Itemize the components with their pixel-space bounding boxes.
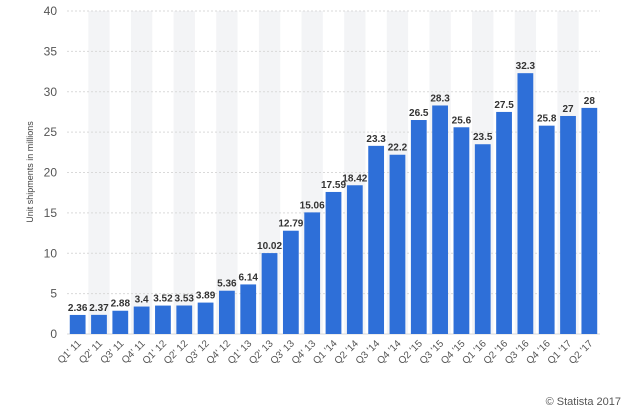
data-label: 22.2 (388, 143, 408, 154)
bar (432, 105, 448, 334)
y-tick-label: 15 (44, 206, 58, 220)
bar (282, 230, 299, 334)
bar (538, 125, 555, 334)
data-label: 15.06 (300, 200, 325, 211)
bar (240, 284, 257, 334)
data-label: 28 (584, 96, 596, 107)
y-tick-label: 35 (44, 44, 58, 58)
y-axis-label: Unit shipments in millions (25, 121, 35, 223)
data-label: 25.8 (537, 114, 557, 125)
y-tick-label: 25 (44, 125, 58, 139)
data-label: 12.79 (278, 219, 303, 230)
data-label: 26.5 (409, 108, 429, 119)
bar (112, 310, 129, 334)
y-tick-label: 30 (44, 85, 58, 99)
data-label: 5.36 (217, 279, 237, 290)
data-label: 3.52 (153, 294, 173, 305)
data-label: 23.3 (366, 134, 386, 145)
bar (155, 305, 171, 334)
bar (304, 212, 321, 334)
y-axis-ticks: 0 5 10 15 20 25 30 35 40 (44, 4, 58, 341)
y-tick-label: 0 (50, 327, 57, 341)
data-label: 28.3 (430, 93, 450, 104)
y-tick-label: 20 (44, 166, 58, 180)
y-tick-label: 40 (44, 4, 58, 18)
data-label: 10.02 (257, 241, 282, 252)
bar (517, 73, 534, 335)
data-label: 3.53 (175, 293, 195, 304)
bar (91, 314, 107, 334)
bar (176, 305, 193, 334)
bars (69, 73, 598, 335)
bar (133, 306, 150, 334)
data-label: 3.89 (196, 291, 216, 302)
bar (219, 290, 235, 334)
bar (410, 120, 427, 334)
y-tick-label: 10 (44, 246, 58, 260)
bar (474, 144, 491, 334)
bar (69, 314, 86, 334)
data-label: 2.88 (111, 299, 131, 310)
data-label: 27.5 (494, 100, 514, 111)
data-label: 17.59 (321, 180, 346, 191)
data-labels: 2.36 2.37 2.88 3.4 3.52 3.53 3.895.366.14 10.02… (68, 61, 595, 314)
bar (496, 111, 512, 334)
bar (346, 185, 363, 334)
bar (261, 253, 278, 334)
bar (325, 191, 342, 334)
data-label: 27 (562, 104, 574, 115)
data-label: 2.37 (89, 303, 109, 314)
data-label: 2.36 (68, 303, 88, 314)
bar (197, 302, 214, 334)
bar (389, 154, 406, 334)
y-tick-label: 5 (50, 287, 57, 301)
data-label: 23.5 (473, 132, 493, 143)
bar (453, 127, 470, 334)
data-label: 25.6 (452, 115, 472, 126)
data-label: 32.3 (516, 61, 536, 72)
bar (560, 115, 576, 334)
x-tick-label: Q2 '17 (567, 338, 596, 367)
data-label: 6.14 (238, 272, 258, 283)
bar (581, 107, 598, 335)
data-label: 18.42 (342, 173, 367, 184)
data-label: 3.4 (135, 295, 149, 306)
bar (368, 145, 385, 334)
band (130, 11, 153, 334)
statista-credit: © Statista 2017 (545, 396, 621, 408)
